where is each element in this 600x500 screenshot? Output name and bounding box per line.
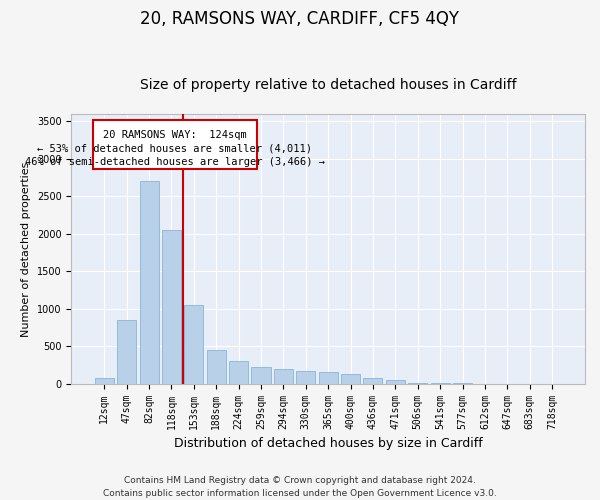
Text: ← 53% of detached houses are smaller (4,011): ← 53% of detached houses are smaller (4,… [37,143,312,153]
X-axis label: Distribution of detached houses by size in Cardiff: Distribution of detached houses by size … [174,437,482,450]
Bar [319,372,338,384]
Bar [207,350,226,384]
Text: 46% of semi-detached houses are larger (3,466) →: 46% of semi-detached houses are larger (… [25,157,325,167]
Bar [408,383,427,384]
Bar [341,374,360,384]
Bar [117,320,136,384]
Text: Contains HM Land Registry data © Crown copyright and database right 2024.
Contai: Contains HM Land Registry data © Crown c… [103,476,497,498]
Text: 20, RAMSONS WAY, CARDIFF, CF5 4QY: 20, RAMSONS WAY, CARDIFF, CF5 4QY [140,10,460,28]
Bar [184,305,203,384]
Y-axis label: Number of detached properties: Number of detached properties [22,161,31,336]
Bar [364,378,382,384]
Title: Size of property relative to detached houses in Cardiff: Size of property relative to detached ho… [140,78,517,92]
Bar [386,380,405,384]
Bar [95,378,114,384]
Bar [251,367,271,384]
Bar [296,370,316,384]
Bar [229,361,248,384]
Text: 20 RAMSONS WAY:  124sqm: 20 RAMSONS WAY: 124sqm [103,130,247,140]
Bar [140,182,158,384]
Bar [93,120,257,168]
Bar [162,230,181,384]
Bar [274,368,293,384]
